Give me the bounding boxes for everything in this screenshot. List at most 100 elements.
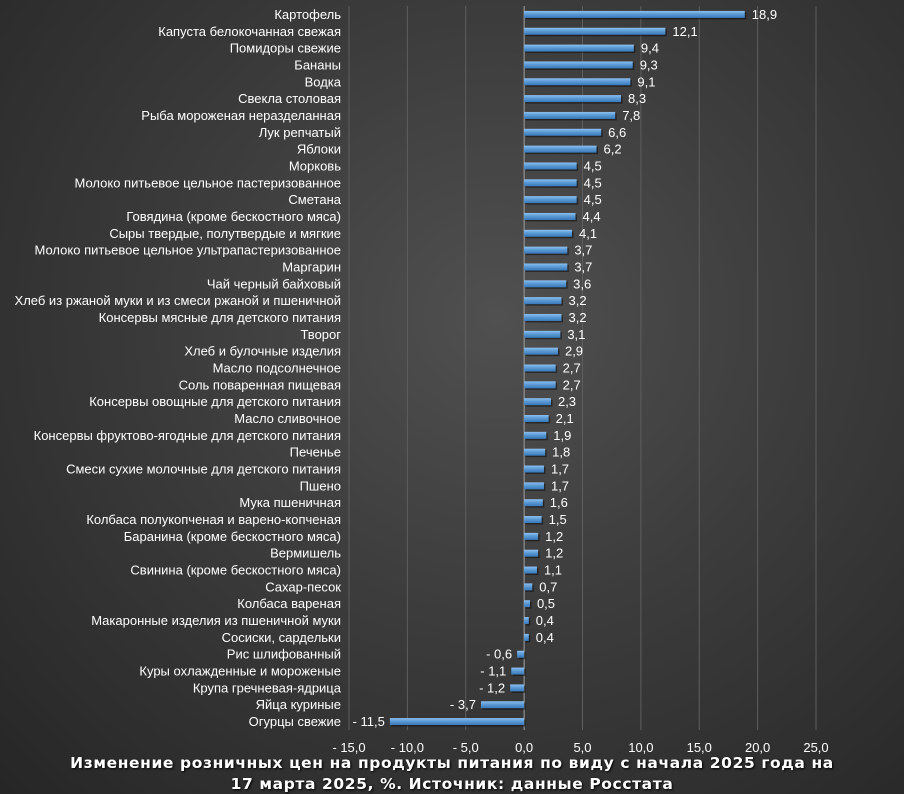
bar [524,482,544,490]
category-label: Хлеб из ржаной муки и из смеси ржаной и … [15,293,341,308]
value-label: 4,1 [579,226,597,241]
value-label: 3,2 [568,310,586,325]
bar [524,27,666,35]
value-label: 4,4 [582,209,600,224]
category-label: Бананы [294,57,341,72]
bar [524,78,631,86]
category-label: Колбаса полукопченая и варено-копченая [86,512,341,527]
category-label: Картофель [274,7,341,22]
category-label: Сметана [288,192,341,207]
category-label: Молоко питьевое цельное ультрапастеризов… [35,243,341,258]
bar [524,10,745,18]
value-label: 0,7 [539,579,557,594]
value-label: 2,3 [558,394,576,409]
bar [510,684,525,692]
value-label: 1,5 [549,512,567,527]
value-label: 8,3 [628,91,646,106]
category-label: Чай черный байховый [207,276,341,291]
bar [524,145,597,153]
category-label: Масло подсолнечное [213,361,341,376]
bar [524,431,547,439]
chart-title-line-1: Изменение розничных цен на продукты пита… [70,754,834,772]
bar [524,111,616,119]
category-label: Яйца куриные [256,697,341,712]
bars-group [389,10,747,727]
category-label: Сахар-песок [265,579,341,594]
value-label: 4,5 [584,158,602,173]
value-label: 2,7 [563,377,581,392]
category-label: Крупа гречневая-ядрица [193,680,342,695]
category-label: Баранина (кроме бескостного мяса) [124,529,341,544]
bar [389,718,525,726]
x-tick-label: - 5,0 [453,740,479,755]
bar [524,246,568,254]
value-label: 4,5 [584,175,602,190]
category-label: Масло сливочное [234,411,341,426]
bar [524,179,577,187]
bar [524,162,577,170]
category-label: Молоко питьевое цельное пастеризованное [74,175,341,190]
bar [511,667,525,675]
category-label: Маргарин [282,259,341,274]
bar [524,381,556,389]
value-label: 2,9 [565,344,583,359]
category-label: Сосиски, сардельки [222,630,341,645]
value-label: 4,5 [584,192,602,207]
bar [524,532,539,540]
bar [524,448,546,456]
x-axis-ticks: - 15,0 - 10,0 - 5,0 0,0 5,0 10,0 15,0 20,0 25,0 [332,740,828,755]
category-label: Рис шлифованный [227,647,341,662]
category-label: Смеси сухие молочные для детского питани… [66,462,341,477]
value-label: - 1,2 [479,680,505,695]
bar [524,364,556,372]
category-label: Колбаса вареная [237,596,341,611]
category-label: Капуста белокочанная свежая [158,24,341,39]
value-label: 18,9 [752,7,777,22]
value-label: 9,1 [637,74,655,89]
x-tick-label: - 10,0 [391,740,424,755]
grid-lines [348,6,817,730]
value-label: 3,7 [574,259,592,274]
chart-title-line-2: 17 марта 2025, %. Источник: данные Росст… [230,775,674,793]
value-label: 9,4 [641,41,659,56]
value-label: 3,2 [568,293,586,308]
bar [524,44,634,52]
bar [524,633,529,641]
category-label: Пшено [300,478,341,493]
bar [524,347,558,355]
value-label: 1,2 [545,529,563,544]
value-label: 1,7 [551,478,569,493]
category-label: Макаронные изделия из пшеничной муки [91,613,341,628]
value-label: 7,8 [622,108,640,123]
category-label: Лук репчатый [259,125,341,140]
category-label: Свинина (кроме бескостного мяса) [130,563,341,578]
value-label: 1,9 [553,428,571,443]
category-label: Сыры твердые, полутвердые и мягкие [109,226,341,241]
bar [524,499,543,507]
bar [524,465,544,473]
value-label: 6,6 [608,125,626,140]
bar [524,95,622,103]
value-label: - 3,7 [450,697,476,712]
x-tick-label: - 15,0 [332,740,365,755]
bar [517,650,525,658]
category-label: Мука пшеничная [239,495,341,510]
value-label: - 11,5 [353,714,385,729]
value-label: 6,2 [604,142,622,157]
x-tick-label: 20,0 [745,740,770,755]
value-label: 1,2 [545,546,563,561]
x-tick-label: 15,0 [687,740,712,755]
bar [524,263,568,271]
category-label: Консервы мясные для детского питания [99,310,341,325]
bar [524,196,577,204]
category-label: Огурцы свежие [249,714,341,729]
bar [524,128,602,136]
value-label: - 1,1 [480,664,506,679]
category-label: Говядина (кроме бескостного мяса) [126,209,341,224]
bar [524,415,549,423]
bar [480,701,525,709]
category-label: Консервы фруктово-ягодные для детского п… [34,428,341,443]
bar [524,61,633,69]
category-label: Морковь [289,158,341,173]
